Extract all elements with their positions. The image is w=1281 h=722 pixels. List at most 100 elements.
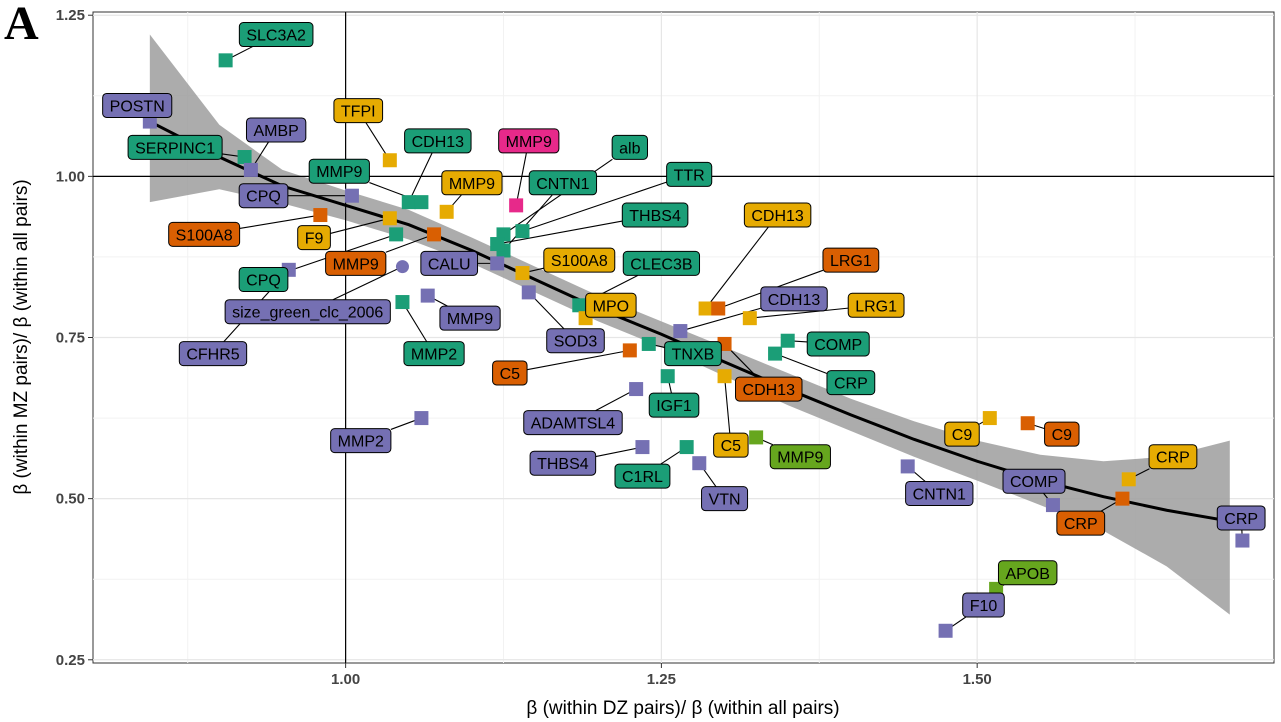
- point-label-box: [238, 183, 289, 209]
- data-point: [509, 198, 524, 213]
- data-point: [218, 53, 233, 68]
- data-point: [742, 311, 757, 326]
- point-label-box: [1056, 510, 1106, 536]
- point-label: SERPINC1: [127, 134, 223, 160]
- point-label: TNXB: [664, 341, 722, 367]
- point-label-text: CRP: [834, 376, 868, 393]
- point-label-text: CPQ: [246, 189, 281, 206]
- point-label: F10: [962, 592, 1005, 618]
- point-label-box: [127, 134, 223, 160]
- point-label-box: [664, 341, 722, 367]
- point-label-text: C9: [952, 427, 973, 444]
- data-point: [382, 153, 397, 168]
- data-point: [515, 266, 530, 281]
- leader-line: [724, 376, 731, 434]
- data-point: [1045, 498, 1060, 513]
- leader-line: [749, 307, 849, 319]
- point-label: C5: [492, 360, 528, 386]
- point-label: THBS4: [621, 202, 689, 228]
- point-label: S100A8: [543, 247, 616, 273]
- point-label: CDH13: [760, 286, 828, 312]
- point-label-text: MMP9: [777, 450, 823, 467]
- leader-line: [774, 353, 828, 374]
- point-label-box: [238, 266, 289, 292]
- leader-line: [408, 152, 433, 203]
- point-label-text: CDH13: [412, 134, 465, 151]
- data-point: [768, 346, 783, 361]
- point-label-box: [648, 392, 700, 418]
- point-label: F9: [297, 225, 331, 251]
- point-label: C9: [1044, 421, 1080, 447]
- data-point: [1020, 416, 1035, 431]
- point-label: APOB: [997, 560, 1058, 586]
- point-label: VTN: [701, 486, 749, 512]
- data-point: [344, 188, 359, 203]
- point-label-box: [1002, 468, 1066, 494]
- point-label-box: [621, 202, 689, 228]
- point-label: TFPI: [333, 98, 384, 124]
- point-label-box: [238, 22, 314, 48]
- panel-letter: A: [4, 0, 39, 50]
- point-labels: SLC3A2 POSTN SERPINC1 AMBP TFPI CDH13 MMP9 alb M…: [102, 22, 1266, 618]
- point-label-box: [297, 225, 331, 251]
- point-label: CNTN1: [905, 480, 974, 506]
- point-label-text: MMP9: [333, 256, 379, 273]
- point-label-text: CDH13: [751, 208, 804, 225]
- point-label-box: [905, 480, 974, 506]
- x-axis-ticks: 1.00 1.25 1.50: [331, 663, 992, 688]
- confidence-band-area: [149, 34, 1230, 615]
- data-point: [515, 224, 530, 239]
- point-label-text: alb: [619, 140, 640, 157]
- point-label-box: [1148, 444, 1198, 470]
- data-point: [490, 237, 505, 252]
- point-label: CPQ: [238, 183, 289, 209]
- point-label-text: CRP: [1224, 511, 1258, 528]
- point-label-text: MMP2: [411, 347, 457, 364]
- point-label: MMP9: [769, 444, 831, 470]
- point-label-box: [1216, 505, 1266, 531]
- y-axis-ticks: 0.25 0.50 0.75 1.00 1.25: [56, 7, 93, 669]
- point-label-text: THBS4: [537, 456, 589, 473]
- point-label: CFHR5: [178, 341, 248, 367]
- leader-line: [330, 217, 390, 234]
- point-label: MMP9: [498, 128, 560, 154]
- point-label-text: AMBP: [253, 123, 298, 140]
- data-point: [142, 114, 157, 129]
- point-label-text: COMP: [814, 337, 862, 354]
- data-point: [1115, 491, 1130, 506]
- point-label-box: [585, 292, 637, 318]
- point-label-box: [441, 170, 503, 196]
- point-label-text: size_green_clc_2006: [232, 305, 383, 322]
- data-point: [629, 382, 644, 397]
- point-label-box: [528, 170, 598, 196]
- data-point: [572, 298, 587, 313]
- leader-line: [595, 446, 643, 458]
- point-label: MMP9: [439, 305, 501, 331]
- y-tick-label: 0.50: [56, 491, 85, 508]
- data-point: [313, 208, 328, 223]
- point-label: C5: [713, 432, 749, 458]
- data-point: [439, 204, 454, 219]
- point-label: CDH13: [735, 376, 803, 402]
- point-label: CRP: [1148, 444, 1198, 470]
- point-label: COMP: [806, 331, 870, 357]
- data-point: [698, 301, 713, 316]
- point-label-text: SERPINC1: [135, 140, 215, 157]
- point-label-box: [1044, 421, 1080, 447]
- data-point: [389, 227, 404, 242]
- point-label: C9: [944, 421, 980, 447]
- y-tick-label: 0.25: [56, 652, 85, 669]
- point-label: CRP: [1216, 505, 1266, 531]
- point-label-text: POSTN: [110, 98, 165, 115]
- point-label-text: SLC3A2: [246, 28, 306, 45]
- point-label: LRG1: [847, 292, 905, 318]
- point-label: MPO: [585, 292, 637, 318]
- data-point: [982, 411, 997, 426]
- point-label-box: [308, 158, 370, 184]
- point-label-box: [806, 331, 870, 357]
- point-label: CPQ: [238, 266, 289, 292]
- point-label-text: COMP: [1010, 474, 1058, 491]
- point-label-text: CDH13: [743, 382, 796, 399]
- point-label-text: CRP: [1064, 516, 1098, 533]
- point-label-box: [826, 370, 876, 396]
